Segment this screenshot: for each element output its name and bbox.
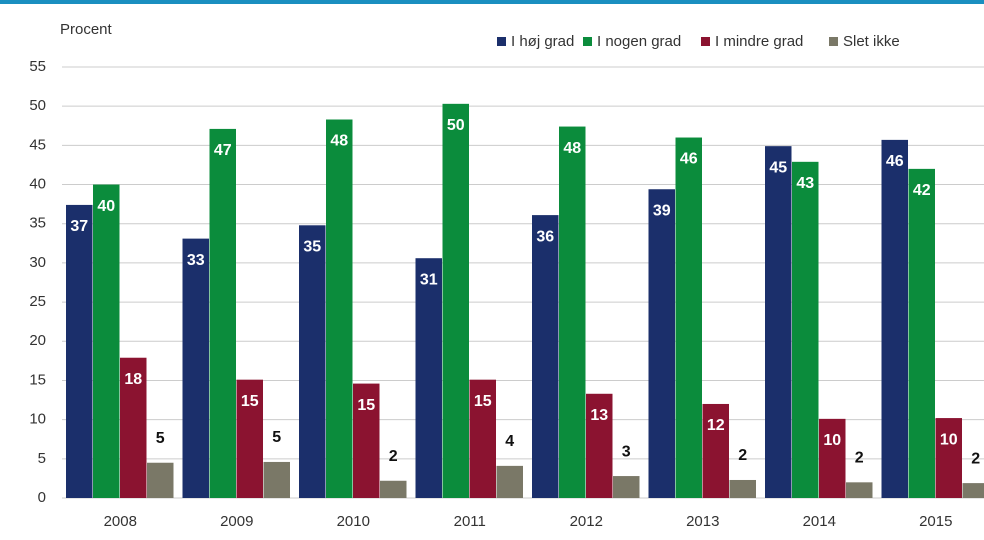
bar	[613, 476, 640, 498]
legend-label: I nogen grad	[597, 33, 681, 50]
value-label: 33	[187, 252, 205, 269]
bar	[469, 379, 496, 498]
bar	[236, 379, 263, 498]
y-tick-label: 55	[29, 58, 46, 75]
value-label: 10	[823, 432, 841, 449]
bar	[908, 168, 935, 498]
bar	[729, 479, 756, 498]
x-tick-label: 2015	[919, 513, 952, 530]
legend-swatch	[497, 37, 506, 46]
value-label: 2	[971, 450, 980, 467]
value-label: 15	[474, 393, 492, 410]
y-tick-label: 35	[29, 215, 46, 232]
y-tick-label: 10	[29, 411, 46, 428]
x-tick-label: 2010	[337, 513, 370, 530]
value-label: 35	[303, 239, 321, 256]
bar	[675, 137, 702, 498]
bar	[93, 184, 120, 498]
top-rule	[0, 0, 984, 4]
legend-swatch	[701, 37, 710, 46]
bar	[819, 418, 846, 498]
value-label: 5	[156, 430, 165, 447]
legend-swatch	[829, 37, 838, 46]
value-label: 18	[124, 371, 142, 388]
bar	[792, 161, 819, 498]
value-label: 12	[707, 417, 725, 434]
y-tick-label: 25	[29, 293, 46, 310]
legend-label: I mindre grad	[715, 33, 803, 50]
y-axis-label: Procent	[60, 21, 113, 38]
bar	[962, 483, 984, 498]
value-label: 5	[272, 429, 281, 446]
bar	[765, 146, 792, 498]
value-label: 2	[738, 447, 747, 464]
value-label: 39	[653, 202, 671, 219]
x-tick-label: 2009	[220, 513, 253, 530]
value-label: 3	[622, 443, 631, 460]
bar	[326, 119, 353, 499]
legend-swatch	[583, 37, 592, 46]
bar	[935, 418, 962, 498]
legend-label: Slet ikke	[843, 33, 900, 50]
bar	[559, 126, 586, 498]
bar	[147, 462, 174, 498]
bar	[353, 383, 380, 498]
bar	[702, 403, 729, 498]
value-label: 15	[241, 393, 259, 410]
bar	[120, 357, 147, 498]
legend-label: I høj grad	[511, 33, 574, 50]
value-label: 31	[420, 271, 438, 288]
value-label: 37	[70, 218, 88, 235]
y-tick-label: 0	[38, 489, 46, 506]
y-tick-label: 50	[29, 97, 46, 114]
bar	[846, 482, 873, 498]
y-tick-label: 40	[29, 176, 46, 193]
value-label: 2	[389, 448, 398, 465]
value-label: 46	[680, 151, 698, 168]
value-label: 36	[536, 228, 554, 245]
value-label: 50	[447, 117, 465, 134]
bar	[442, 103, 469, 499]
bar	[881, 139, 908, 499]
value-label: 45	[769, 159, 787, 176]
value-label: 42	[913, 182, 931, 199]
value-label: 2	[855, 450, 864, 467]
x-tick-label: 2011	[454, 513, 486, 530]
bar	[415, 258, 442, 498]
bar	[586, 393, 613, 498]
bar	[496, 465, 523, 498]
value-label: 10	[940, 431, 958, 448]
value-label: 46	[886, 153, 904, 170]
bar	[182, 238, 209, 498]
value-label: 47	[214, 142, 232, 159]
value-label: 15	[357, 397, 375, 414]
value-label: 40	[97, 198, 115, 215]
bar	[532, 215, 559, 498]
y-tick-label: 5	[38, 450, 46, 467]
y-tick-label: 45	[29, 136, 46, 153]
x-tick-label: 2008	[104, 513, 137, 530]
bar	[66, 204, 93, 499]
bar	[380, 480, 407, 498]
bar	[299, 225, 326, 498]
bar	[648, 189, 675, 499]
x-tick-label: 2012	[570, 513, 603, 530]
y-tick-label: 15	[29, 371, 46, 388]
x-tick-label: 2014	[803, 513, 836, 530]
value-label: 4	[505, 433, 514, 450]
value-label: 48	[563, 140, 581, 157]
value-label: 13	[590, 407, 608, 424]
y-tick-label: 20	[29, 332, 46, 349]
y-tick-label: 30	[29, 254, 46, 271]
bar	[263, 461, 290, 498]
x-tick-label: 2013	[686, 513, 719, 530]
bar	[209, 128, 236, 498]
value-label: 43	[796, 175, 814, 192]
value-label: 48	[330, 133, 348, 150]
